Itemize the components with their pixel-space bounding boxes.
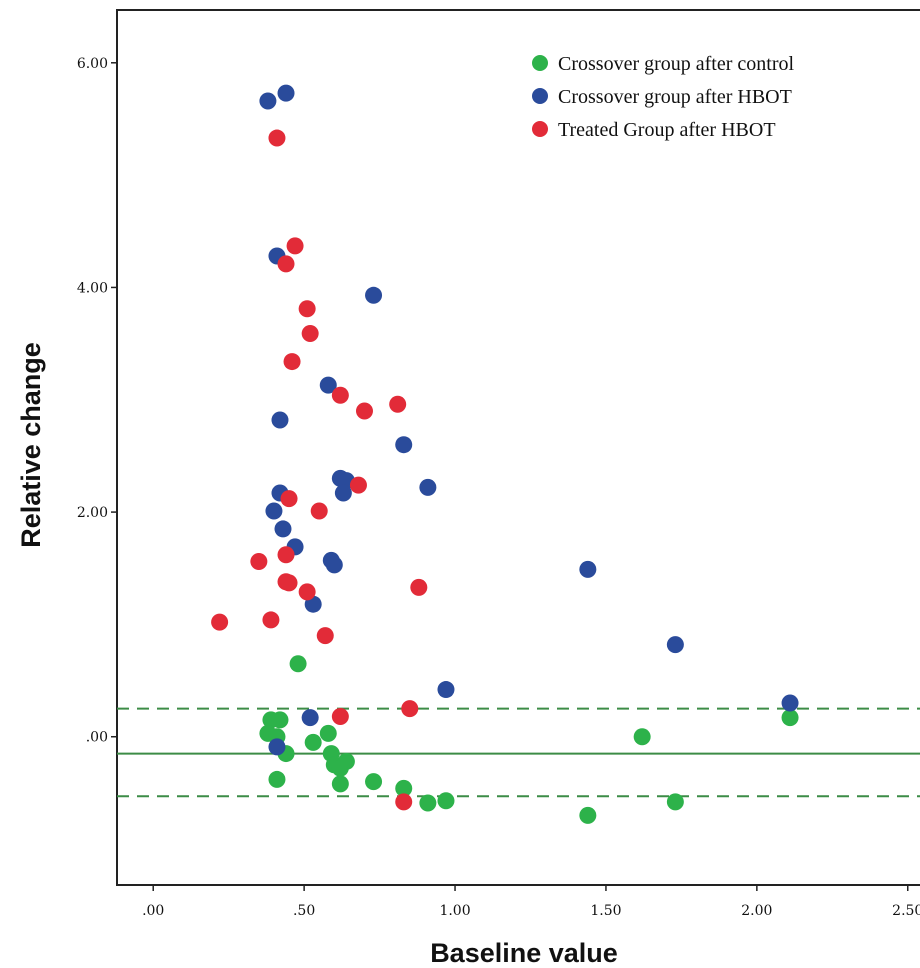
- point-crossover-group-after-hbot: [319, 376, 337, 394]
- point-crossover-group-after-control: [395, 779, 413, 797]
- x-axis-title: Baseline value: [430, 938, 618, 968]
- point-crossover-group-after-hbot: [259, 92, 277, 110]
- point-treated-group-after-hbot: [280, 574, 298, 592]
- point-treated-group-after-hbot: [331, 708, 349, 726]
- point-treated-group-after-hbot: [316, 627, 334, 645]
- legend-marker: [532, 88, 548, 104]
- y-tick-label: .00: [86, 730, 108, 746]
- point-treated-group-after-hbot: [250, 553, 268, 571]
- point-crossover-group-after-control: [304, 733, 322, 751]
- point-treated-group-after-hbot: [395, 793, 413, 811]
- x-tick-label: 2.50: [892, 903, 920, 919]
- x-tick-label: .00: [142, 903, 164, 919]
- point-crossover-group-after-hbot: [419, 478, 437, 496]
- point-crossover-group-after-control: [781, 709, 799, 727]
- point-crossover-group-after-hbot: [365, 286, 383, 304]
- point-crossover-group-after-control: [268, 770, 286, 788]
- x-tick-label: 2.00: [741, 903, 772, 919]
- point-crossover-group-after-control: [579, 806, 597, 824]
- legend-marker: [532, 121, 548, 137]
- point-crossover-group-after-hbot: [325, 556, 343, 574]
- point-crossover-group-after-hbot: [265, 502, 283, 520]
- point-treated-group-after-hbot: [331, 386, 349, 404]
- point-crossover-group-after-control: [337, 752, 355, 770]
- y-tick-label: 2.00: [77, 505, 108, 521]
- point-treated-group-after-hbot: [349, 476, 367, 494]
- point-crossover-group-after-control: [289, 655, 307, 673]
- y-axis-title: Relative change: [16, 342, 46, 548]
- point-crossover-group-after-control: [437, 792, 455, 810]
- y-tick-label: 6.00: [77, 56, 108, 72]
- legend-label: Crossover group after control: [558, 53, 794, 75]
- x-tick-label: 1.50: [590, 903, 621, 919]
- point-crossover-group-after-control: [319, 724, 337, 742]
- point-crossover-group-after-control: [271, 711, 289, 729]
- point-crossover-group-after-control: [666, 793, 684, 811]
- legend: Crossover group after control Crossover g…: [532, 53, 794, 141]
- point-crossover-group-after-control: [365, 773, 383, 791]
- point-crossover-group-after-hbot: [274, 520, 292, 538]
- point-crossover-group-after-control: [633, 728, 651, 746]
- point-treated-group-after-hbot: [211, 613, 229, 631]
- point-crossover-group-after-hbot: [666, 636, 684, 654]
- legend-label: Crossover group after HBOT: [558, 86, 792, 108]
- point-crossover-group-after-hbot: [334, 484, 352, 502]
- y-axis: .00 2.00 4.00 6.00: [77, 56, 117, 746]
- x-axis: .00 .50 1.00 1.50 2.00 2.50: [142, 885, 920, 919]
- point-treated-group-after-hbot: [401, 700, 419, 718]
- point-treated-group-after-hbot: [298, 300, 316, 318]
- point-crossover-group-after-hbot: [437, 681, 455, 699]
- point-crossover-group-after-hbot: [271, 411, 289, 429]
- point-treated-group-after-hbot: [262, 611, 280, 629]
- point-crossover-group-after-hbot: [395, 436, 413, 454]
- point-crossover-group-after-hbot: [268, 738, 286, 756]
- point-crossover-group-after-hbot: [781, 694, 799, 712]
- x-tick-label: .50: [293, 903, 315, 919]
- point-treated-group-after-hbot: [277, 546, 295, 564]
- point-treated-group-after-hbot: [301, 324, 319, 342]
- point-treated-group-after-hbot: [389, 395, 407, 413]
- point-treated-group-after-hbot: [280, 490, 298, 508]
- point-treated-group-after-hbot: [277, 255, 295, 273]
- point-treated-group-after-hbot: [268, 129, 286, 147]
- point-crossover-group-after-control: [331, 775, 349, 793]
- point-crossover-group-after-hbot: [579, 560, 597, 578]
- point-crossover-group-after-hbot: [277, 84, 295, 102]
- point-treated-group-after-hbot: [310, 502, 328, 520]
- point-treated-group-after-hbot: [283, 353, 301, 371]
- x-tick-label: 1.00: [439, 903, 470, 919]
- y-tick-label: 4.00: [77, 280, 108, 296]
- point-treated-group-after-hbot: [298, 583, 316, 601]
- legend-marker: [532, 55, 548, 71]
- point-crossover-group-after-control: [419, 794, 437, 812]
- legend-label: Treated Group after HBOT: [558, 119, 776, 141]
- data-points: [211, 84, 799, 824]
- point-crossover-group-after-hbot: [301, 709, 319, 727]
- point-treated-group-after-hbot: [355, 402, 373, 420]
- point-treated-group-after-hbot: [286, 237, 304, 255]
- plot-frame: [116, 9, 920, 886]
- point-treated-group-after-hbot: [410, 578, 428, 596]
